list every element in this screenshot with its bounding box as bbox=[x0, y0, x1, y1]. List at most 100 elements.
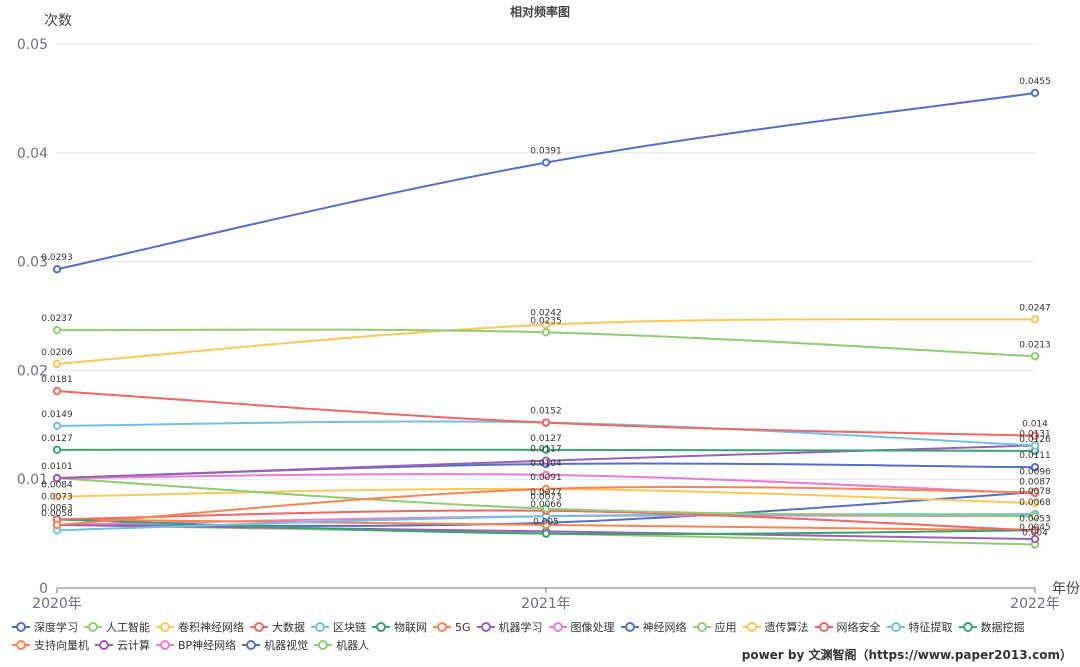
legend-item[interactable]: 卷积神经网络 bbox=[156, 620, 244, 634]
data-label: 0.0091 bbox=[530, 473, 562, 483]
data-point bbox=[541, 456, 551, 465]
data-label: 0.0073 bbox=[41, 493, 73, 503]
data-label: 0.0242 bbox=[530, 309, 562, 319]
legend-marker bbox=[958, 622, 977, 632]
data-label: 0.0104 bbox=[530, 459, 562, 469]
legend-marker bbox=[886, 622, 905, 632]
data-label: 0.004 bbox=[1022, 528, 1048, 538]
legend-label: 大数据 bbox=[272, 621, 305, 634]
data-point bbox=[1030, 511, 1040, 521]
legend-marker bbox=[95, 640, 113, 650]
data-label: 0.0235 bbox=[530, 316, 562, 326]
data-point bbox=[1030, 315, 1040, 324]
legend-item[interactable]: 机器人 bbox=[314, 638, 369, 652]
data-point bbox=[52, 386, 62, 396]
legend-circle bbox=[746, 622, 757, 632]
legend-circle bbox=[160, 640, 170, 650]
data-label: 0.0068 bbox=[1019, 498, 1051, 508]
y-tick-label: 0.05 bbox=[17, 37, 48, 53]
legend-label: 机器人 bbox=[336, 639, 370, 652]
data-label: 0.0101 bbox=[41, 462, 73, 472]
legend-marker bbox=[620, 622, 639, 632]
data-label: 0.0084 bbox=[41, 481, 73, 491]
x-axis-label: 年份 bbox=[1052, 581, 1080, 597]
y-tick-label: 0.04 bbox=[17, 146, 48, 162]
legend-marker bbox=[12, 640, 30, 650]
data-point bbox=[541, 445, 551, 455]
legend-marker bbox=[156, 640, 174, 650]
data-point bbox=[1030, 431, 1040, 440]
legend-marker bbox=[372, 622, 390, 632]
x-tick-label: 2022年 bbox=[1010, 596, 1060, 610]
legend-label: 遗传算法 bbox=[764, 621, 809, 634]
legend-label: 区块链 bbox=[333, 621, 366, 634]
data-point bbox=[1030, 534, 1040, 544]
legend-item[interactable]: 应用 bbox=[692, 620, 737, 634]
data-label: 0.0073 bbox=[530, 493, 562, 503]
legend-item[interactable]: 5G bbox=[433, 620, 471, 634]
legend-label: 5G bbox=[455, 620, 471, 634]
line-chart: 0 0.01 0.02 0.03 0.04 0.05 2020年 2021年 2022年 0.02… bbox=[17, 37, 1060, 610]
legend-marker bbox=[742, 622, 761, 632]
legend-circle bbox=[624, 622, 635, 632]
legend-marker bbox=[814, 622, 833, 632]
legend-item[interactable]: 深度学习 bbox=[12, 620, 78, 634]
legend-circle bbox=[376, 622, 386, 632]
legend-item[interactable]: 物联网 bbox=[372, 620, 427, 634]
legend-circle bbox=[254, 622, 264, 632]
legend-item[interactable]: 大数据 bbox=[250, 620, 305, 634]
legend-circle bbox=[246, 640, 257, 650]
legend-marker bbox=[548, 622, 567, 632]
y-axis-label: 次数 bbox=[44, 13, 72, 29]
data-label: 0.0247 bbox=[1019, 303, 1051, 313]
legend-circle bbox=[318, 640, 329, 650]
legend-circle bbox=[99, 640, 109, 650]
legend-label: 卷积神经网络 bbox=[178, 621, 244, 634]
legend-item[interactable]: 特征提取 bbox=[886, 620, 953, 634]
series-line bbox=[56, 91, 1036, 271]
data-label: 0.0063 bbox=[41, 503, 73, 513]
y-tick-label: 0.01 bbox=[17, 472, 48, 488]
legend-circle bbox=[160, 622, 170, 632]
data-label: 0.0293 bbox=[41, 253, 73, 263]
data-point bbox=[541, 470, 551, 480]
data-label: 0.0391 bbox=[530, 147, 562, 157]
legend-circle bbox=[962, 622, 973, 632]
data-label: 0.0213 bbox=[1019, 340, 1051, 350]
y-tick-label: 0 bbox=[39, 581, 48, 597]
legend-label: 机器视觉 bbox=[264, 639, 309, 652]
legend-label: 应用 bbox=[714, 621, 737, 634]
legend-item[interactable]: 图像处理 bbox=[548, 620, 615, 634]
legend-item[interactable]: 区块链 bbox=[311, 620, 366, 634]
legend-item[interactable]: 网络安全 bbox=[814, 620, 881, 634]
data-point bbox=[52, 421, 62, 431]
data-point bbox=[541, 529, 551, 538]
legend-item[interactable]: 机器视觉 bbox=[242, 638, 308, 652]
legend-item[interactable]: 遗传算法 bbox=[742, 620, 809, 634]
data-point bbox=[52, 325, 62, 335]
legend-marker bbox=[250, 622, 268, 632]
data-point bbox=[1030, 488, 1040, 497]
legend-circle bbox=[552, 622, 563, 632]
legend-item[interactable]: 神经网络 bbox=[620, 620, 687, 634]
legend-item[interactable]: 机器学习 bbox=[476, 620, 543, 634]
legend-item[interactable]: 支持向量机 bbox=[12, 638, 89, 652]
legend-marker bbox=[311, 622, 329, 632]
credit-text: power by 文渊智阁（https://www.paper2013.com） bbox=[741, 648, 1072, 662]
legend-circle bbox=[696, 622, 707, 632]
legend-marker bbox=[242, 640, 261, 650]
legend-item[interactable]: BP神经网络 bbox=[156, 638, 236, 652]
data-point bbox=[1030, 352, 1040, 361]
data-label: 0.0152 bbox=[530, 407, 562, 417]
data-label: 0.0087 bbox=[1019, 477, 1051, 487]
data-label: 0.0045 bbox=[1019, 523, 1051, 533]
data-point bbox=[52, 492, 62, 501]
data-point bbox=[1030, 498, 1040, 508]
data-point bbox=[52, 265, 62, 274]
legend-item[interactable]: 数据挖掘 bbox=[958, 620, 1025, 634]
data-label: 0.0126 bbox=[1019, 435, 1051, 445]
legend-item[interactable]: 云计算 bbox=[95, 638, 150, 652]
data-label: 0.0455 bbox=[1019, 77, 1051, 87]
legend-label: 神经网络 bbox=[642, 621, 687, 634]
legend-item[interactable]: 人工智能 bbox=[84, 620, 150, 634]
